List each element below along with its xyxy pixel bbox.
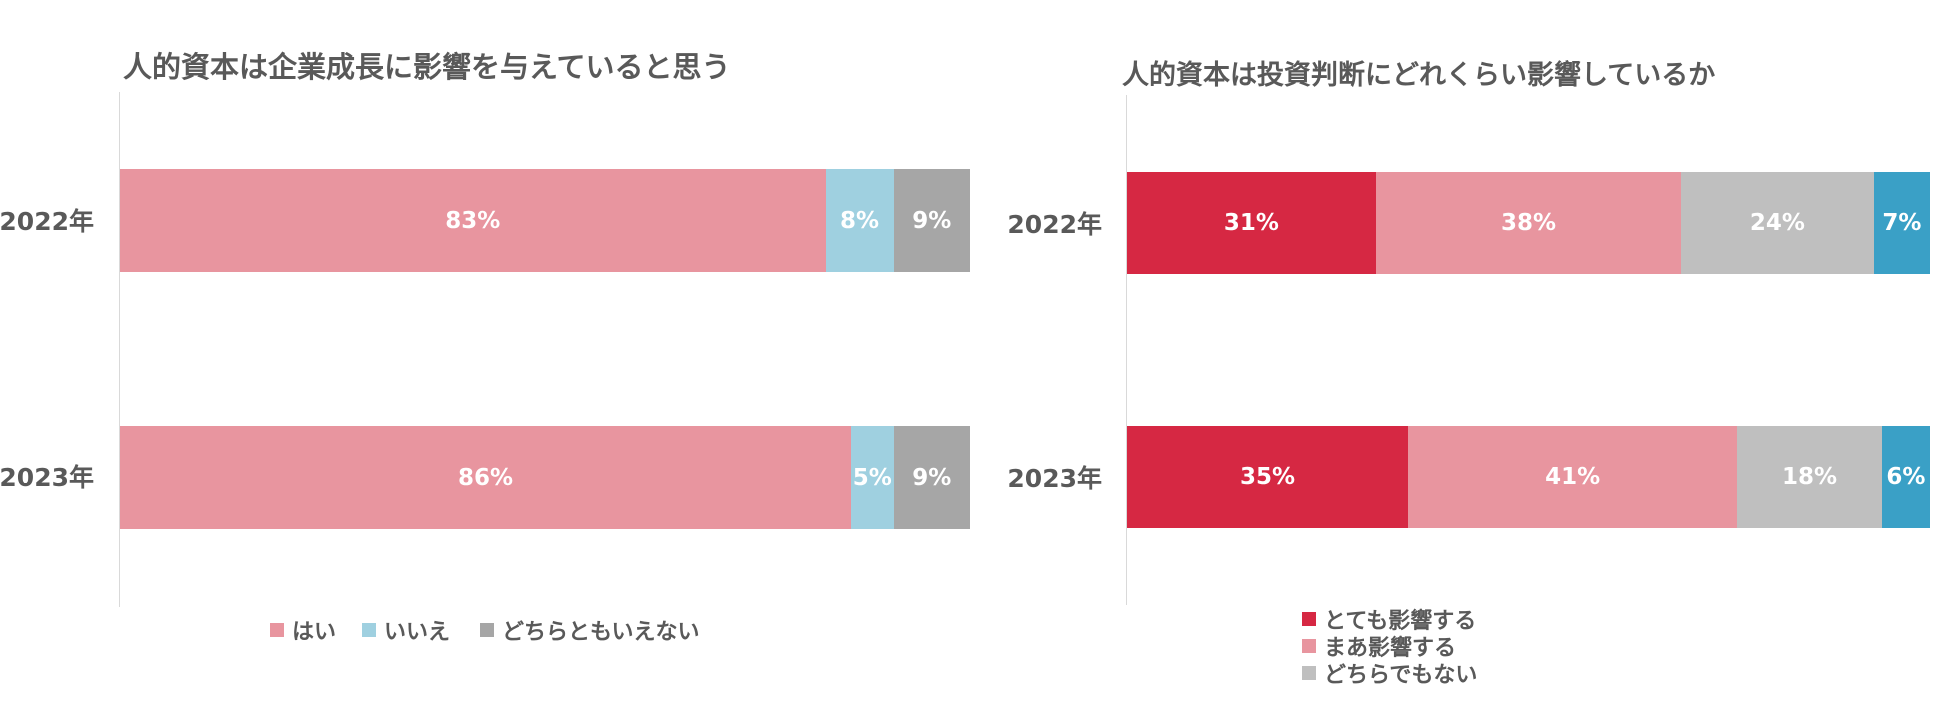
legend-swatch-icon [480, 623, 494, 637]
bar-segment: 86% [120, 426, 851, 529]
data-label: 18% [1782, 464, 1838, 490]
chart1-category-label: 2023年 [0, 463, 94, 492]
data-label: 8% [839, 207, 880, 234]
chart1-legend-item: どちらともいえない [480, 614, 700, 646]
legend-swatch-icon [270, 623, 284, 637]
legend-swatch-icon [362, 623, 376, 637]
legend-swatch-icon [1302, 612, 1316, 626]
bar-segment: 7% [1873, 172, 1930, 274]
bar-segment: 38% [1375, 172, 1682, 274]
chart2-title: 人的資本は投資判断にどれくらい影響しているか [1122, 60, 1716, 91]
bar-segment: 6% [1881, 426, 1930, 528]
bar-segment: 18% [1737, 426, 1882, 528]
data-label: 7% [1882, 210, 1922, 236]
bar-segment: 41% [1408, 426, 1738, 528]
chart2-category-label: 2023年 [1007, 464, 1102, 493]
legend-label: とても影響する [1324, 609, 1477, 634]
chart2-category-label: 2022年 [1007, 210, 1102, 239]
bar-segment: 9% [893, 169, 970, 272]
data-label: 31% [1223, 210, 1279, 236]
data-label: 86% [457, 464, 514, 491]
data-label: 24% [1749, 210, 1805, 236]
data-label: 6% [1886, 464, 1926, 490]
bar-segment: 9% [893, 426, 970, 529]
legend-label: いいえ [384, 620, 451, 645]
legend-swatch-icon [1302, 639, 1316, 653]
data-label: 38% [1500, 210, 1557, 236]
legend-swatch-icon [1302, 666, 1316, 680]
chart1-legend-item: はい [270, 614, 336, 646]
legend-label: どちらともいえない [502, 620, 700, 645]
bar-segment: 31% [1127, 172, 1376, 274]
chart2-axis-line [1126, 95, 1127, 605]
data-label: 83% [445, 207, 501, 234]
bar-segment: 83% [120, 169, 826, 272]
chart1-legend-item: いいえ [362, 614, 450, 646]
legend-label: まあ影響する [1324, 636, 1457, 661]
chart1-axis-line [119, 92, 120, 607]
data-label: 5% [852, 464, 892, 491]
chart1-category-label: 2022年 [0, 207, 94, 236]
bar-segment: 35% [1127, 426, 1409, 528]
chart2-legend-item: どちらでもない [1302, 657, 1477, 689]
data-label: 35% [1239, 464, 1296, 490]
data-label: 41% [1545, 464, 1601, 490]
chart1-title: 人的資本は企業成長に影響を与えていると思う [123, 50, 731, 84]
bar-segment: 8% [825, 169, 894, 272]
chart2-legend-item: とても影響する [1302, 603, 1476, 635]
chart2-legend-item: まあ影響する [1302, 630, 1456, 662]
bar-segment: 24% [1681, 172, 1874, 274]
data-label: 9% [912, 207, 952, 234]
legend-label: どちらでもない [1324, 663, 1478, 688]
legend-label: はい [292, 620, 337, 645]
data-label: 9% [912, 464, 952, 491]
bar-segment: 5% [851, 426, 894, 529]
